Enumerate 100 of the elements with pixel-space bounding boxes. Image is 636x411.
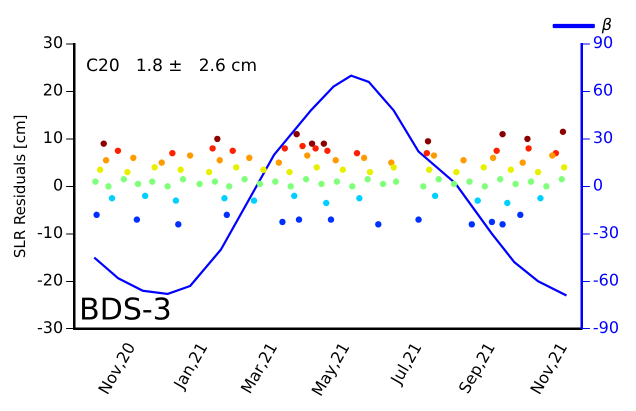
- point: [560, 128, 566, 135]
- annotation: C20 1.8 ± 2.6 cm: [86, 56, 258, 76]
- point: [482, 183, 488, 190]
- point: [499, 221, 506, 228]
- point: [460, 157, 467, 164]
- point: [453, 168, 460, 176]
- point: [320, 140, 328, 147]
- point: [241, 176, 248, 182]
- y2-tick-label: -90: [592, 318, 620, 337]
- point: [525, 145, 532, 152]
- point: [224, 212, 230, 218]
- point: [151, 164, 158, 171]
- point: [134, 180, 142, 188]
- point: [105, 183, 112, 190]
- y2-tick-label: 30: [592, 128, 614, 148]
- point: [426, 166, 432, 173]
- point: [537, 195, 544, 202]
- point: [96, 166, 104, 173]
- point: [528, 178, 534, 185]
- point: [424, 138, 432, 144]
- point: [375, 221, 382, 228]
- point: [130, 154, 137, 162]
- point: [124, 168, 131, 176]
- point: [209, 145, 216, 152]
- point: [466, 178, 473, 185]
- point: [206, 168, 212, 176]
- point: [276, 159, 282, 166]
- point: [196, 180, 203, 188]
- point: [288, 183, 294, 190]
- point: [493, 148, 500, 154]
- y-axis-title: SLR Residuals [cm]: [10, 114, 29, 258]
- point: [246, 154, 252, 162]
- point: [226, 183, 232, 190]
- point: [499, 130, 506, 138]
- point: [164, 183, 171, 190]
- point: [349, 183, 356, 190]
- point: [340, 166, 346, 173]
- point: [272, 178, 279, 185]
- point: [142, 192, 148, 200]
- point: [186, 152, 194, 159]
- point: [468, 221, 475, 228]
- point: [100, 140, 107, 147]
- point: [93, 212, 100, 218]
- point: [172, 197, 180, 204]
- point: [324, 148, 331, 154]
- point: [517, 212, 524, 218]
- point: [323, 200, 330, 206]
- y-tick-label: 30: [42, 33, 64, 52]
- point: [299, 142, 306, 150]
- point: [212, 178, 218, 185]
- point: [490, 154, 496, 162]
- point: [534, 168, 542, 176]
- point: [291, 192, 298, 200]
- point: [250, 197, 258, 204]
- point: [102, 157, 110, 164]
- point: [175, 221, 182, 228]
- y2-tick-label: 0: [592, 176, 604, 195]
- point: [318, 180, 325, 188]
- point: [134, 216, 140, 223]
- point: [392, 178, 400, 185]
- point: [180, 176, 186, 182]
- point: [256, 180, 264, 188]
- point: [543, 183, 550, 190]
- point: [420, 183, 426, 190]
- point: [508, 166, 514, 173]
- point: [549, 152, 556, 159]
- point: [328, 216, 334, 223]
- point: [120, 176, 128, 182]
- point: [432, 192, 438, 200]
- point: [360, 154, 368, 162]
- point: [260, 166, 267, 173]
- point: [524, 136, 531, 142]
- point: [390, 164, 397, 171]
- point: [304, 152, 310, 159]
- point: [388, 159, 395, 166]
- point: [488, 218, 496, 226]
- y-tick-label: -30: [36, 318, 64, 337]
- point: [296, 216, 302, 223]
- point: [497, 176, 504, 182]
- point: [293, 130, 300, 138]
- point: [430, 152, 438, 159]
- point: [380, 180, 386, 188]
- point: [504, 200, 511, 206]
- point: [92, 178, 99, 185]
- point: [366, 168, 374, 176]
- y2-tick-label: -30: [592, 222, 620, 242]
- y-tick-label: 10: [42, 128, 64, 148]
- point: [332, 157, 339, 164]
- point: [308, 140, 316, 147]
- y2-tick-label: 90: [592, 33, 614, 52]
- point: [169, 150, 176, 156]
- point: [233, 164, 240, 171]
- point: [158, 159, 165, 166]
- legend-label: β: [600, 15, 612, 34]
- annotation: BDS-3: [79, 292, 172, 328]
- point: [221, 195, 228, 202]
- point: [364, 176, 371, 182]
- point: [450, 180, 458, 188]
- point: [415, 216, 422, 223]
- point: [480, 164, 487, 171]
